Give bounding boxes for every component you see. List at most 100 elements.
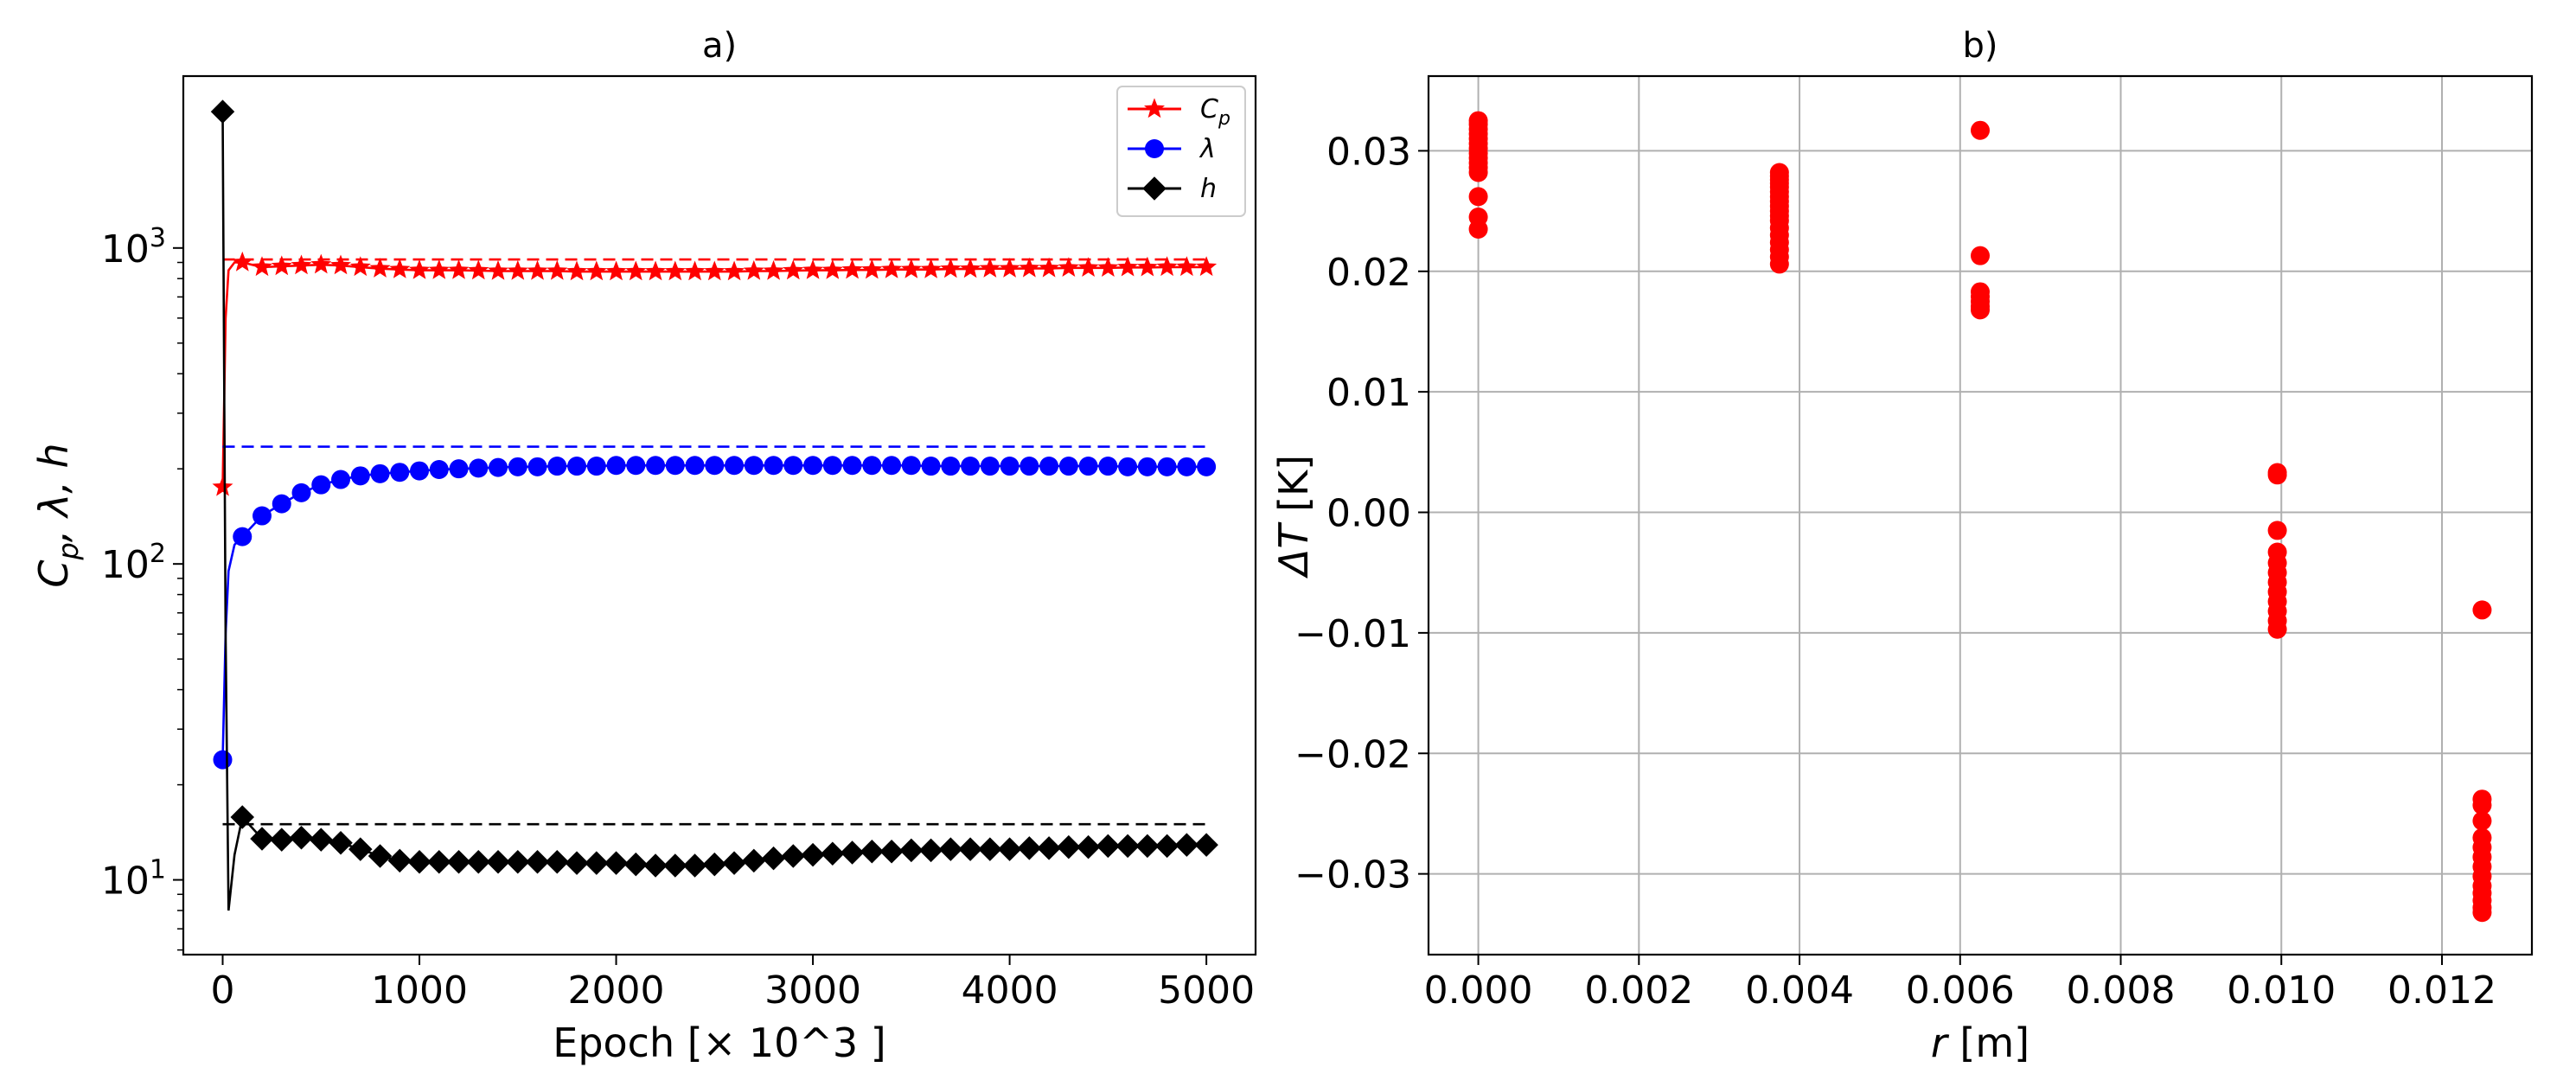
data-point (764, 456, 783, 476)
panel-b: b) 0.000 0.002 0.004 0.006 0.008 0.010 0.012 −0… (1270, 26, 2534, 1066)
data-point (272, 494, 291, 514)
data-point (801, 842, 825, 867)
x-tick-label: 0.000 (1424, 968, 1533, 1013)
data-point (291, 254, 312, 275)
y-tick-label: −0.01 (1294, 612, 1411, 656)
data-point (763, 259, 784, 280)
data-point (2267, 521, 2287, 540)
data-point (547, 457, 567, 476)
data-point (1468, 187, 1488, 207)
data-point (527, 259, 548, 280)
y-tick-label: 0.00 (1326, 492, 1411, 536)
data-point (1098, 457, 1118, 476)
y-tick-label: 0.02 (1326, 251, 1411, 295)
data-point (623, 852, 649, 877)
data-point (252, 506, 272, 526)
data-point (486, 850, 510, 874)
panel-a-xlabel: Epoch [× 10^3 ] (553, 1019, 886, 1066)
data-point (466, 850, 491, 874)
data-point (1118, 457, 1138, 476)
data-point (232, 251, 253, 272)
data-point (1135, 834, 1160, 859)
data-point (1078, 457, 1098, 476)
data-point (1019, 257, 1040, 278)
data-point (978, 837, 1002, 861)
data-point (409, 259, 430, 279)
data-point (821, 841, 845, 866)
data-point (1196, 256, 1218, 277)
data-point (270, 828, 294, 852)
panel-b-grid (1429, 76, 2532, 955)
data-point (331, 470, 351, 489)
x-tick-label: 3000 (764, 968, 861, 1013)
data-point (842, 456, 862, 476)
data-point (920, 259, 942, 278)
data-point (900, 259, 922, 278)
data-point (387, 848, 412, 873)
data-point (1769, 254, 1789, 274)
data-point (665, 456, 685, 476)
data-point (822, 456, 842, 476)
panel-b-plot-area (1468, 111, 2492, 923)
data-point (725, 456, 745, 476)
panel-a-title: a) (702, 26, 737, 66)
data-point (289, 826, 314, 850)
data-point (899, 838, 924, 863)
data-point (429, 459, 449, 479)
data-point (586, 457, 606, 476)
data-point (604, 851, 629, 875)
data-point (547, 259, 568, 280)
legend-label: λ (1199, 134, 1216, 164)
legend-label: h (1200, 174, 1217, 204)
data-point (468, 259, 489, 280)
data-point (1156, 256, 1178, 277)
data-point (861, 259, 883, 279)
data-point (960, 258, 981, 278)
data-point (1037, 836, 1061, 860)
data-point (1039, 457, 1059, 476)
data-point (427, 850, 451, 874)
data-point (1971, 120, 1990, 140)
data-point (882, 456, 902, 476)
data-point (1136, 256, 1158, 277)
data-point (2472, 903, 2492, 923)
data-point (626, 456, 646, 476)
data-point (1194, 833, 1218, 857)
data-point (527, 457, 547, 476)
panel-a: a) 0 1000 2000 3000 4000 5000 101 102 103 Epoch … (30, 26, 1257, 1066)
x-tick-label: 0.006 (1906, 968, 2015, 1013)
x-tick-label: 1000 (371, 968, 468, 1013)
data-point (1197, 457, 1217, 476)
x-tick-label: 0.002 (1584, 968, 1693, 1013)
series-line (221, 261, 1207, 488)
data-point (585, 851, 609, 875)
data-point (210, 99, 235, 124)
data-point (329, 830, 353, 855)
x-tick-label: 2000 (568, 968, 665, 1013)
data-point (407, 850, 431, 874)
data-point (1097, 257, 1119, 277)
data-point (724, 260, 745, 281)
legend: Cp λh (1116, 86, 1246, 217)
data-point (625, 260, 647, 281)
panel-a-plot-area (210, 99, 1218, 911)
data-point (938, 837, 963, 861)
data-point (233, 527, 252, 546)
panel-b-ticks: 0.000 0.002 0.004 0.006 0.008 0.010 0.012 −0.03… (1294, 130, 2496, 1013)
data-point (1058, 257, 1079, 277)
data-point (961, 457, 981, 476)
data-point (1177, 457, 1197, 476)
data-point (1020, 457, 1039, 476)
data-point (682, 853, 707, 878)
series-line (221, 112, 1207, 911)
data-point (860, 839, 885, 864)
data-point (1174, 833, 1199, 857)
data-point (685, 456, 705, 476)
x-tick-label: 0.012 (2387, 968, 2496, 1013)
data-point (1017, 836, 1042, 860)
series-line (221, 463, 1207, 760)
data-point (940, 258, 962, 278)
panel-a-frame (182, 74, 1257, 956)
x-tick-label: 0.010 (2227, 968, 2336, 1013)
